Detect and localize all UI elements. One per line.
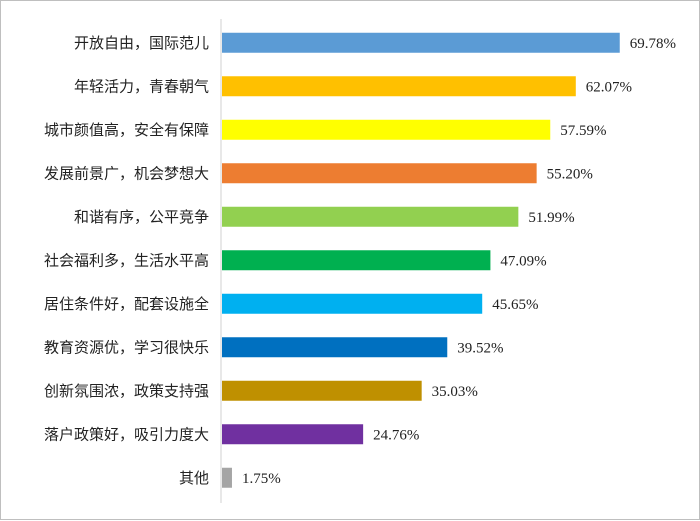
category-label: 年轻活力，青春朝气: [74, 77, 209, 95]
bar: [222, 119, 551, 140]
category-label: 教育资源优，学习很快乐: [44, 338, 209, 356]
bar: [222, 380, 422, 401]
category-label: 城市颜值高，安全有保障: [44, 121, 209, 139]
bar: [222, 32, 620, 53]
value-label: 62.07%: [586, 79, 632, 95]
value-label: 69.78%: [630, 36, 676, 52]
value-label: 45.65%: [492, 297, 538, 313]
value-label: 1.75%: [242, 471, 281, 487]
bar: [222, 76, 576, 97]
category-label: 居住条件好，配套设施全: [44, 295, 209, 313]
category-label: 创新氛围浓，政策支持强: [44, 382, 209, 400]
value-label: 55.20%: [547, 166, 593, 182]
value-label: 35.03%: [432, 384, 478, 400]
bar: [222, 424, 364, 445]
bar: [222, 337, 448, 358]
value-label: 24.76%: [373, 427, 419, 443]
category-label: 社会福利多，生活水平高: [44, 251, 209, 269]
bar: [222, 163, 537, 184]
value-label: 51.99%: [528, 210, 574, 226]
value-label: 57.59%: [560, 123, 606, 139]
value-label: 39.52%: [457, 340, 503, 356]
category-label: 开放自由，国际范儿: [74, 34, 209, 52]
value-label: 47.09%: [500, 253, 546, 269]
bar: [222, 293, 483, 314]
bar: [222, 250, 491, 271]
bar: [222, 467, 232, 488]
category-label: 其他: [179, 469, 209, 487]
category-label: 和谐有序，公平竞争: [74, 208, 209, 226]
category-label: 落户政策好，吸引力度大: [44, 425, 209, 443]
bar: [222, 206, 519, 227]
category-label: 发展前景广，机会梦想大: [44, 164, 209, 182]
